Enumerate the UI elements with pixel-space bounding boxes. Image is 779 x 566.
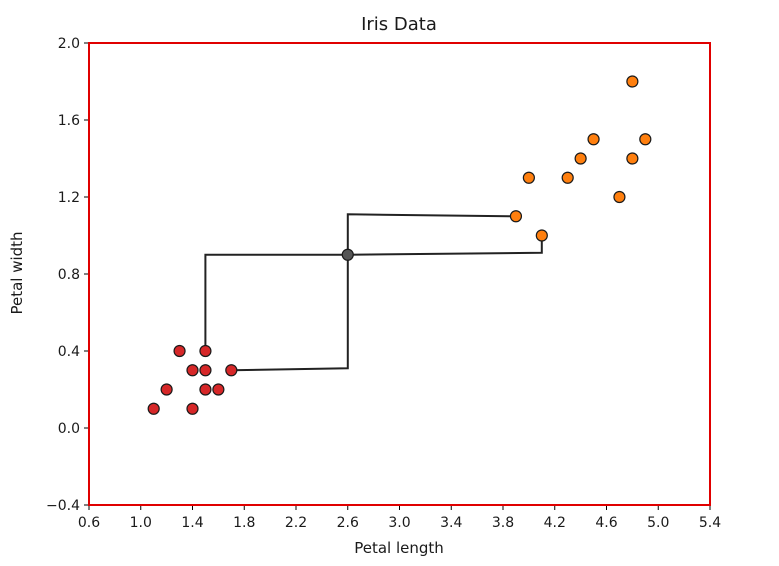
data-point [626, 75, 639, 88]
x-tick-label: 5.4 [699, 515, 721, 531]
x-tick-label: 0.6 [78, 515, 100, 531]
x-tick-label: 3.8 [492, 515, 514, 531]
data-point [212, 383, 225, 396]
chart-title: Iris Data [361, 14, 437, 35]
y-tick-label: 0.4 [58, 344, 80, 360]
y-tick-label: 2.0 [58, 36, 80, 52]
y-tick-label: 0.8 [58, 267, 80, 283]
y-axis-label: Petal width [8, 231, 26, 314]
data-point [186, 364, 199, 377]
data-point [639, 133, 652, 146]
connector-line [204, 253, 348, 351]
data-point [587, 133, 600, 146]
data-point [535, 229, 548, 242]
x-tick-label: 3.0 [388, 515, 410, 531]
data-point [147, 402, 160, 415]
connector-line [347, 235, 543, 256]
data-point [509, 210, 523, 223]
connector-line [346, 213, 516, 255]
data-point [225, 364, 238, 377]
data-point [199, 344, 212, 358]
data-point [574, 152, 587, 165]
data-point [613, 190, 626, 204]
data-point [561, 171, 574, 184]
data-point [522, 171, 535, 184]
x-tick-label: 1.0 [130, 515, 152, 531]
x-tick-label: 4.6 [595, 515, 617, 531]
data-point [199, 383, 212, 396]
x-tick-label: 2.2 [285, 515, 307, 531]
x-tick-label: 4.2 [544, 515, 566, 531]
data-point [199, 364, 212, 377]
connector-lines [204, 213, 543, 372]
connector-line [231, 254, 349, 372]
y-tick-label: −0.4 [46, 498, 80, 514]
x-tick-label: 1.8 [233, 515, 255, 531]
x-tick-label: 5.0 [647, 515, 669, 531]
x-axis-label: Petal length [354, 539, 444, 557]
plot-frame [88, 42, 711, 506]
axis-ticks: 0.6 1.0 1.4 1.8 2.2 2.6 3.0 3.4 3.8 4.2 4.6 5.0 5.4 −… [46, 36, 721, 531]
data-point [626, 152, 639, 165]
data-point [173, 344, 186, 358]
x-tick-label: 1.4 [181, 515, 203, 531]
data-points [147, 75, 652, 415]
y-tick-label: 1.2 [58, 190, 80, 206]
y-tick-label: 0.0 [58, 421, 80, 437]
data-point [186, 402, 199, 415]
x-tick-label: 2.6 [337, 515, 359, 531]
data-point [160, 383, 173, 396]
x-tick-label: 3.4 [440, 515, 462, 531]
center-point [341, 248, 354, 261]
y-tick-label: 1.6 [58, 113, 80, 129]
